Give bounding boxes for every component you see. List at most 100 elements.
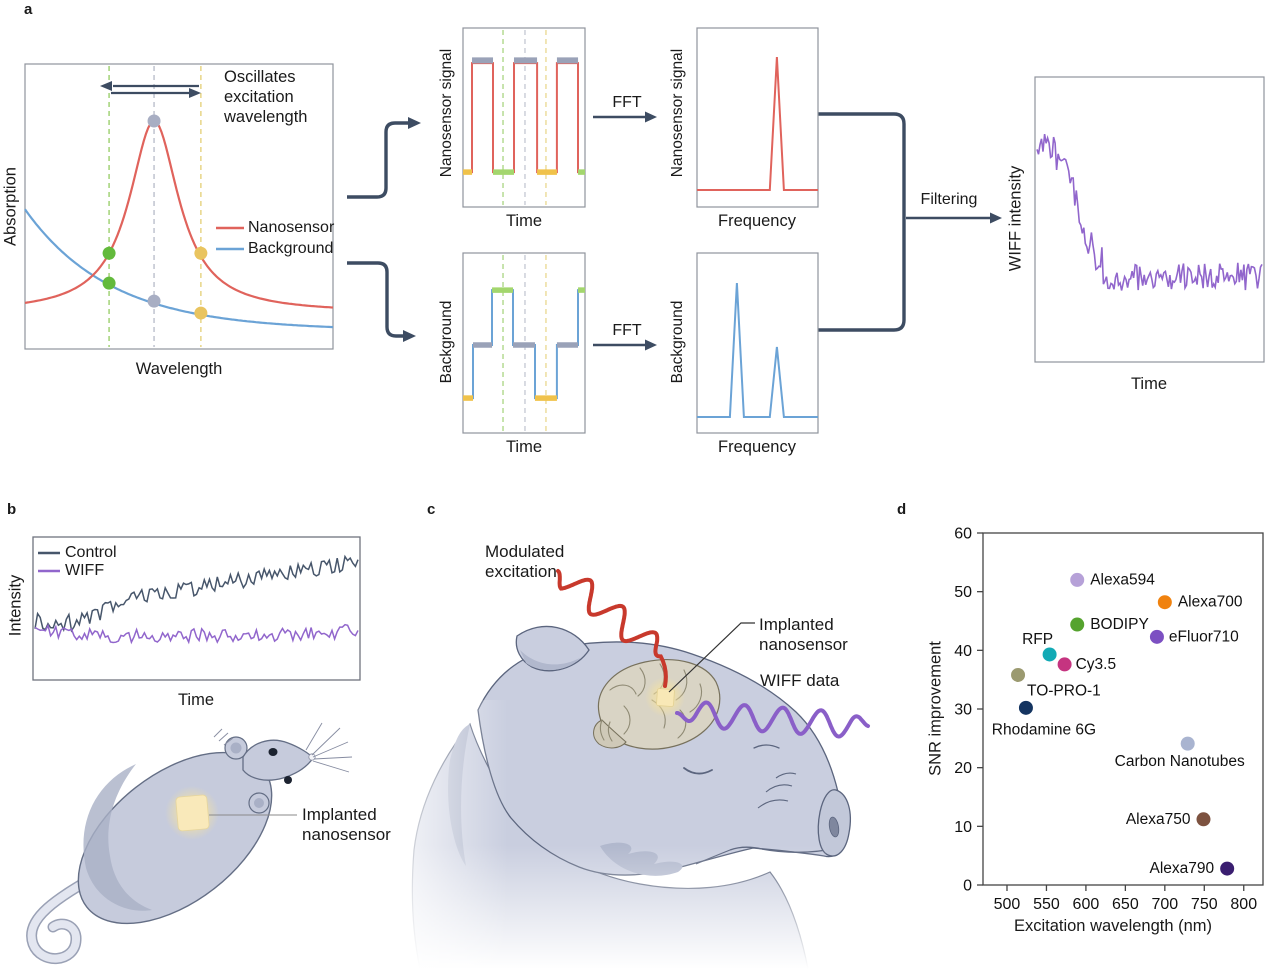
scatter-label-RFP: RFP — [1022, 631, 1053, 648]
scatter-label-BODIPY: BODIPY — [1090, 616, 1149, 633]
wiff-y-axis-label: WIFF intensity — [1006, 165, 1025, 272]
plot-box — [1034, 76, 1265, 363]
background-time-x-label: Time — [505, 438, 543, 456]
mouse-illustration — [26, 722, 353, 965]
y-tick-label: 40 — [954, 643, 972, 660]
background-freq-y-label: Background — [669, 300, 686, 384]
x-tick-label: 600 — [1073, 896, 1100, 913]
arrow-head — [100, 81, 112, 91]
pig-implant-label-line1: Implanted — [759, 615, 834, 634]
scatter-label-Alexa594: Alexa594 — [1090, 571, 1155, 588]
scatter-point-Carbon-Nanotubes — [1180, 736, 1195, 751]
legend-label-control: Control — [65, 544, 117, 561]
pig-snout-wrinkle — [757, 799, 789, 809]
plot-box — [32, 536, 361, 681]
connector-to-background — [347, 261, 404, 338]
pig-head-illustration — [378, 622, 851, 969]
legend-label-nanosensor: Nanosensor — [248, 219, 335, 236]
brain-cerebellum — [593, 719, 627, 749]
sample-dot — [147, 114, 161, 128]
scatter-label-Rhodamine-6G: Rhodamine 6G — [992, 721, 1096, 738]
modulated-excitation-label-line1: Modulated — [485, 542, 565, 561]
scatter-point-Alexa700 — [1157, 595, 1172, 610]
connector-to-nanosensor — [347, 121, 409, 199]
pig-snout-wrinkle — [765, 784, 793, 793]
arrow-head — [403, 330, 416, 342]
mouse-eye — [284, 776, 292, 784]
arrow-head — [645, 111, 657, 123]
panel-b-label: b — [7, 501, 17, 518]
mouse-eye — [268, 748, 278, 756]
background-freq-x-label: Frequency — [718, 438, 796, 456]
y-tick-label: 10 — [954, 819, 972, 836]
mouse-paw-claws — [213, 728, 234, 746]
scatter-point-Rhodamine-6G — [1018, 700, 1033, 715]
nanosensor-signal-time-wave — [463, 62, 585, 174]
implanted-nanosensor-patch — [175, 794, 210, 832]
filtering-label: Filtering — [920, 191, 978, 208]
mouse-ear-inner — [230, 742, 242, 754]
mouse-whiskers — [305, 722, 353, 773]
sample-dot — [194, 246, 208, 260]
merge-bracket — [818, 112, 906, 332]
panel-c-label: c — [427, 501, 436, 518]
y-tick-label: 30 — [954, 702, 972, 719]
plot-box — [24, 63, 334, 350]
x-tick-label: 800 — [1230, 896, 1257, 913]
absorption-x-axis-label: Wavelength — [135, 360, 223, 378]
scatter-point-Alexa790 — [1220, 861, 1235, 876]
pig-implant-label-line2: nanosensor — [759, 635, 848, 654]
mouse-nose — [308, 753, 316, 761]
pig-eye — [683, 767, 713, 775]
mouse-ear-inner — [254, 798, 264, 808]
fft-label-top: FFT — [612, 94, 642, 111]
x-tick-label: 500 — [994, 896, 1021, 913]
arrow-head — [990, 212, 1002, 224]
annotation-line: Oscillates — [224, 68, 296, 86]
scatter-label-Alexa790: Alexa790 — [1150, 860, 1215, 877]
panel-d-label: d — [897, 501, 907, 518]
nanosensor-time-x-label: Time — [505, 212, 543, 230]
x-tick-label: 750 — [1191, 896, 1218, 913]
pig-fade-left — [378, 700, 508, 969]
fft-label-bottom: FFT — [612, 322, 642, 339]
excitation-x-axis-label: Excitation wavelength (nm) — [1013, 917, 1213, 935]
sample-dot — [147, 294, 161, 308]
legend-label-background: Background — [248, 240, 334, 257]
modulated-excitation-label-line2: excitation — [485, 562, 557, 581]
plot-box — [696, 252, 819, 434]
plot-box — [696, 27, 819, 208]
absorption-y-axis-label: Absorption — [1, 167, 20, 246]
scatter-point-Cy3.5 — [1057, 657, 1072, 672]
scatter-point-eFluor710 — [1149, 629, 1164, 644]
background-frequency-spectrum — [697, 283, 818, 418]
arrow-head — [408, 117, 421, 129]
annotation-line: wavelength — [224, 108, 308, 126]
pig-ear-fold — [520, 650, 580, 671]
x-tick-label: 700 — [1151, 896, 1178, 913]
axis-ticks: 0 10 20 30 40 50 60 500 550 600 650 700 750 800 — [954, 526, 1257, 914]
sample-dot — [102, 276, 116, 290]
nanosensor-freq-y-label: Nanosensor signal — [669, 48, 686, 178]
scatter-label-Carbon-Nanotubes: Carbon Nanotubes — [1115, 753, 1245, 770]
scatter-label-TO-PRO-1: TO-PRO-1 — [1027, 682, 1101, 699]
plot-box — [462, 27, 586, 208]
arrow-head — [189, 88, 201, 98]
scatter-point-RFP — [1042, 647, 1057, 662]
wiff-trace — [1036, 133, 1263, 291]
modulated-excitation-wave — [556, 569, 668, 688]
scatter-point-Alexa750 — [1196, 812, 1211, 827]
scatter-label-Cy3.5: Cy3.5 — [1076, 656, 1117, 673]
intensity-x-axis-label: Time — [177, 691, 215, 709]
snr-y-axis-label: SNR improvement — [926, 641, 945, 776]
y-tick-label: 0 — [963, 878, 972, 895]
nanosensor-freq-x-label: Frequency — [718, 212, 796, 230]
wiff-trace — [34, 623, 359, 645]
x-tick-label: 550 — [1033, 896, 1060, 913]
mouse-tail — [27, 870, 103, 963]
pig-ear — [515, 625, 590, 672]
wiff-data-wave — [675, 700, 870, 739]
scatter-point-Alexa594 — [1070, 572, 1085, 587]
legend-label-wiff: WIFF — [65, 562, 105, 579]
